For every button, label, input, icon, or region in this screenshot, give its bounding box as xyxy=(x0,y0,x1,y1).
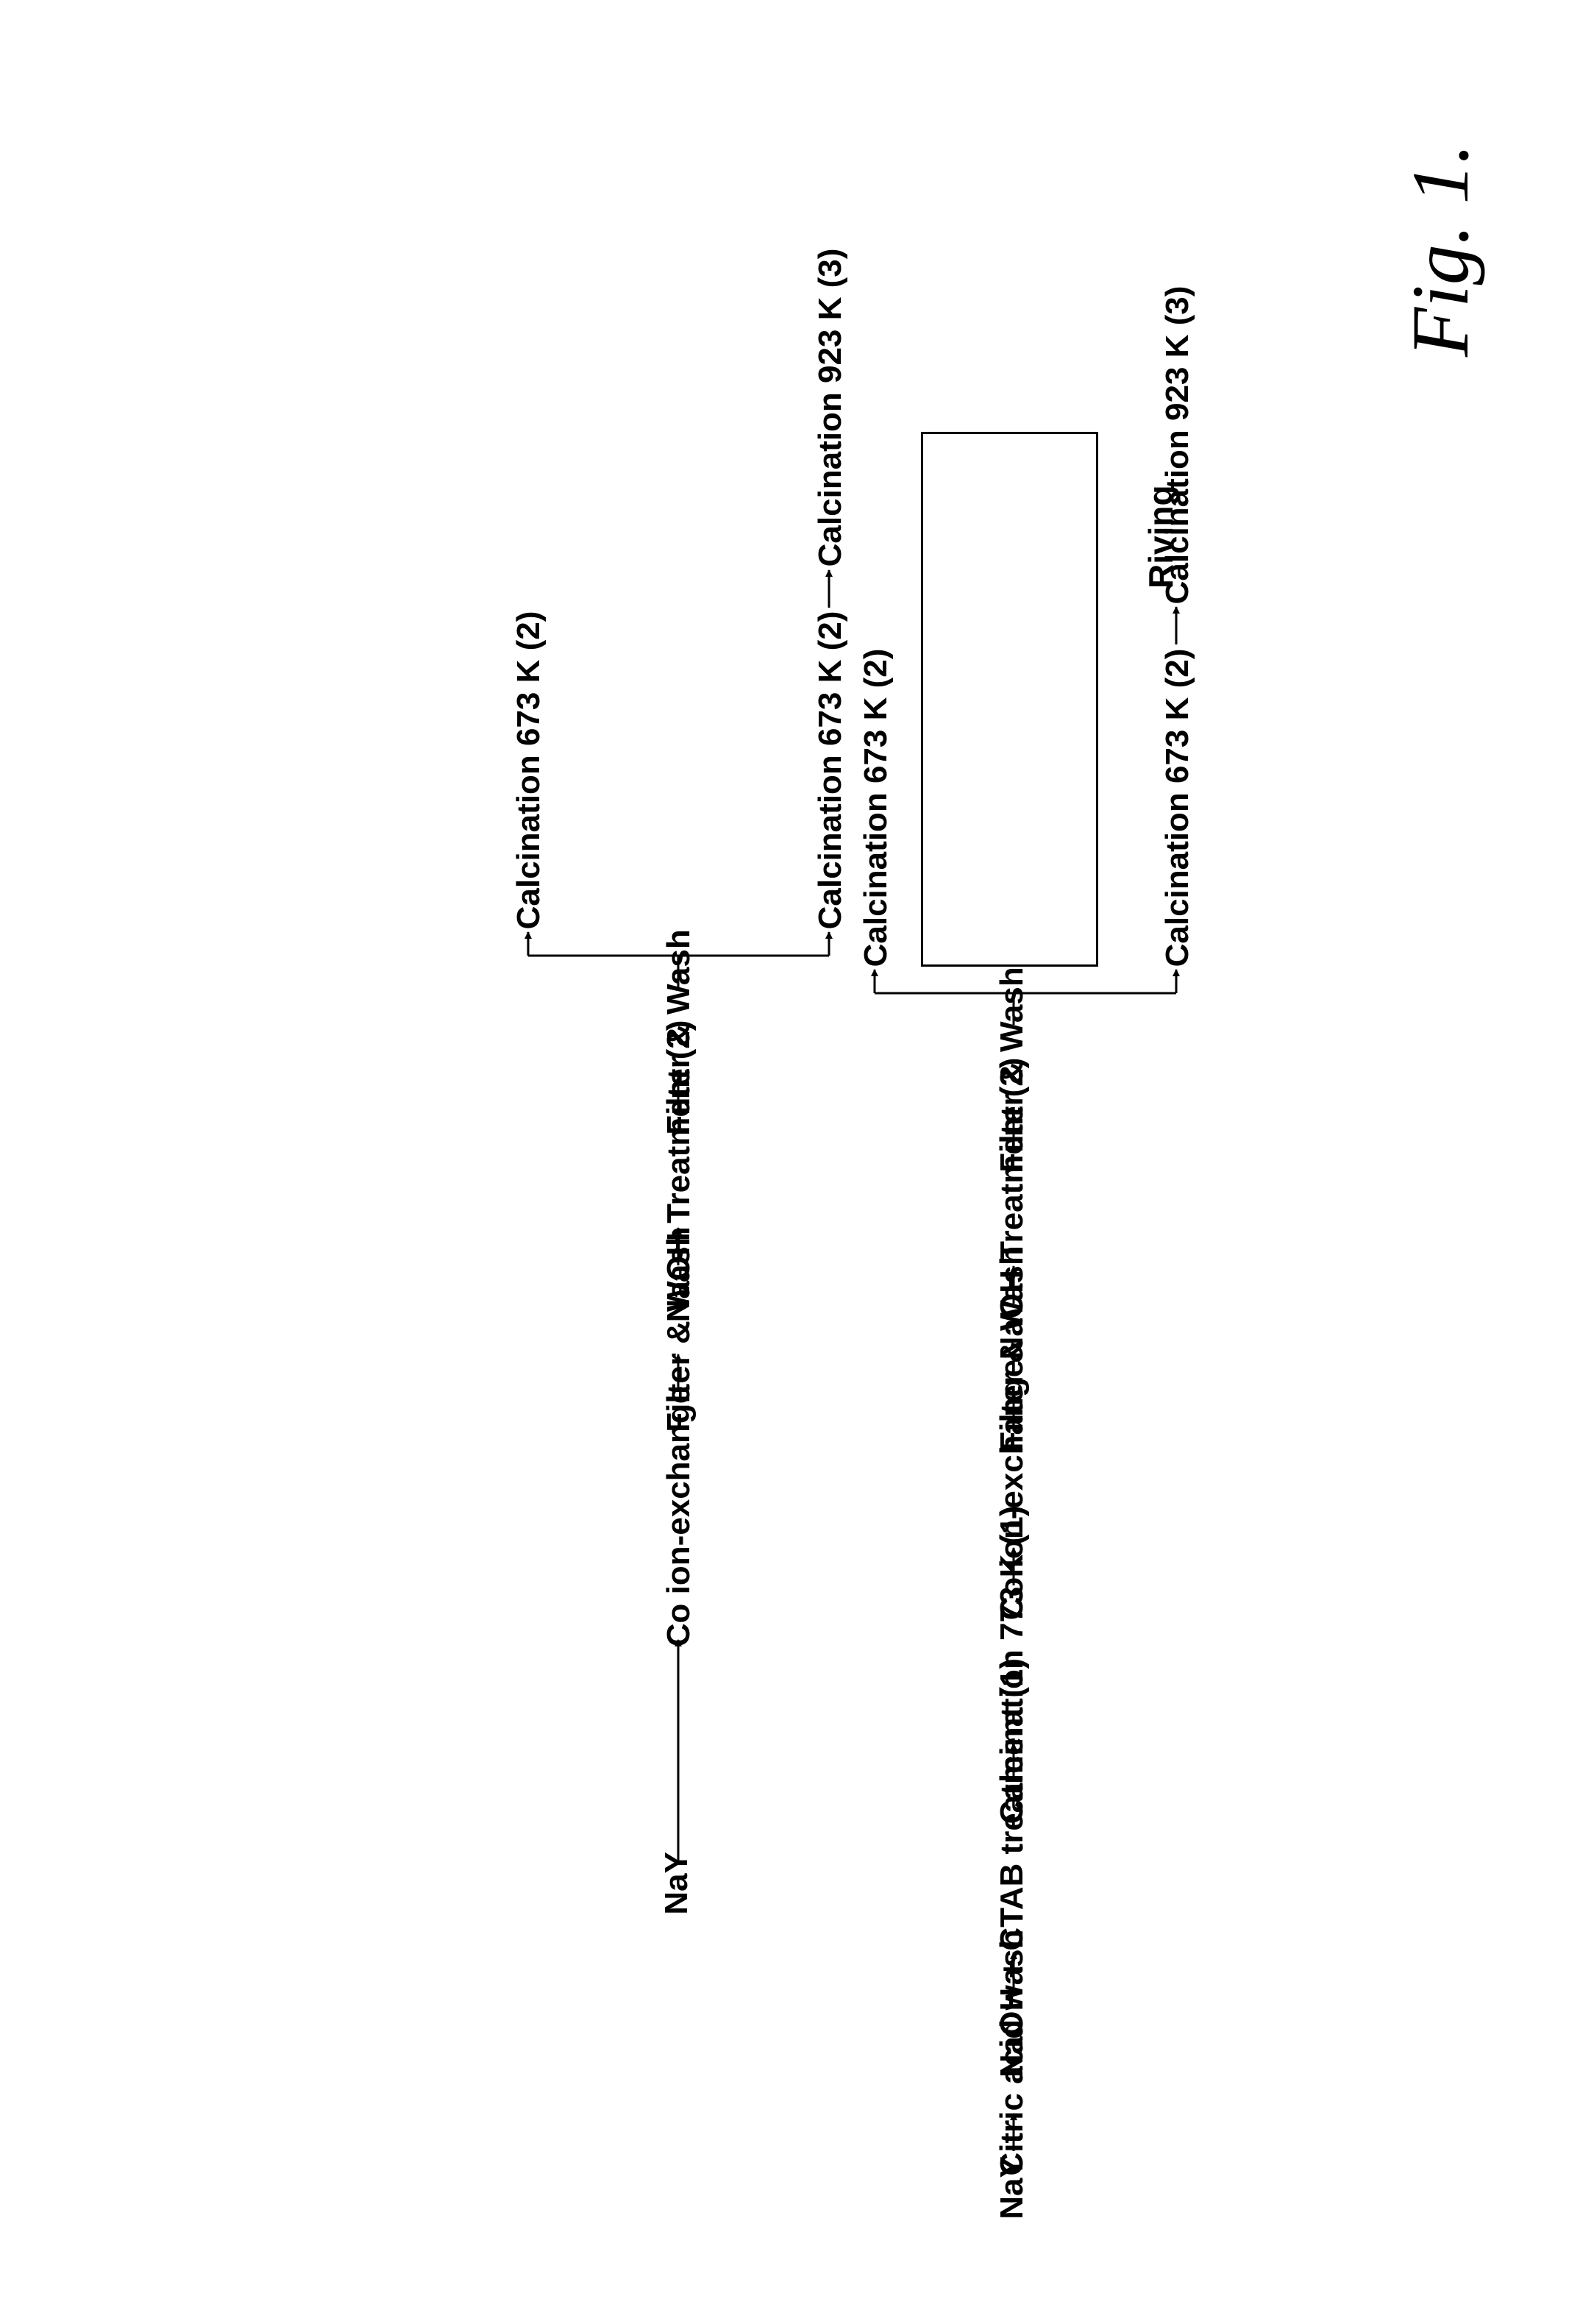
right-branch-right: Calcination 673 K (2) xyxy=(1159,642,1196,973)
left-step-4: Filter & Wash xyxy=(661,922,697,1143)
right-branch-left: Calcination 673 K (2) xyxy=(858,642,894,973)
arrows-svg xyxy=(0,0,1594,2324)
left-branch-right: Calcination 673 K (2) xyxy=(812,605,849,936)
right-step-4: Filter & Wash xyxy=(994,959,1031,1180)
left-start: NaY xyxy=(658,1847,695,1920)
canvas: { "figure_label": "Fig. 1.", "riving_lab… xyxy=(0,0,1594,2324)
riving-label: Riving xyxy=(1141,441,1178,589)
figure-label: Fig. 1. xyxy=(1394,121,1467,379)
left-branch-left: Calcination 673 K (2) xyxy=(510,605,547,936)
left-branch-final: Calcination 923 K (3) xyxy=(812,242,849,573)
